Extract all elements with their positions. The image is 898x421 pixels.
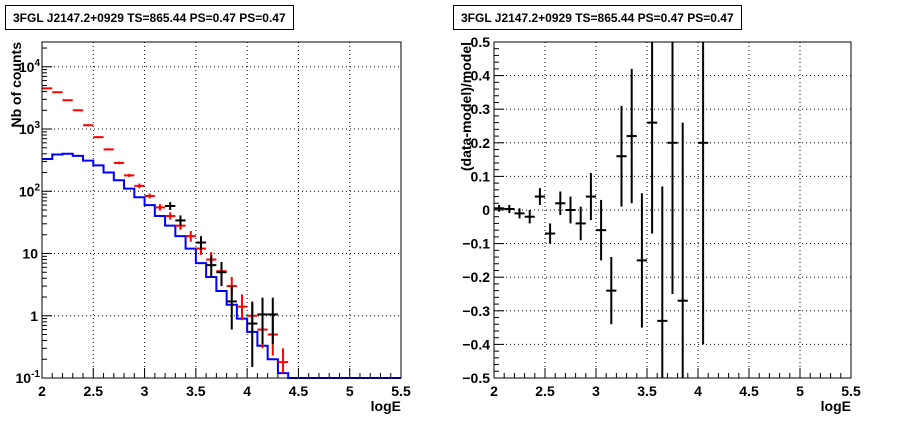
residuals-chart: −0.5 −0.4 −0.3 −0.2 −0.1 0 0.1 0.2 0.3 0.4 0.5 2 2.5… <box>458 34 861 414</box>
right-chart-title: 3FGL J2147.2+0929 TS=865.44 PS=0.47 PS=0… <box>453 5 742 30</box>
data-point <box>247 302 258 368</box>
x-tick-label: 5.5 <box>391 383 411 399</box>
x-tick-label: 2 <box>38 383 46 399</box>
y-tick-label: 0.4 <box>471 68 491 84</box>
model-point <box>113 161 125 165</box>
left-chart-title: 3FGL J2147.2+0929 TS=865.44 PS=0.47 PS=0… <box>5 5 294 30</box>
y-tick-label: 10 <box>22 246 38 262</box>
data-point <box>165 202 176 210</box>
residual-point <box>565 196 576 224</box>
plot-frame <box>493 41 852 379</box>
model-point <box>185 230 196 242</box>
residual-point <box>667 42 678 294</box>
residual-point <box>698 42 709 345</box>
x-tick-label: 2.5 <box>535 383 555 399</box>
residual-point <box>545 223 556 244</box>
x-tick-label: 2 <box>490 383 498 399</box>
residual-point <box>596 199 607 261</box>
x-axis-title: logE <box>821 398 851 414</box>
residual-point <box>534 188 545 205</box>
model-point <box>236 294 248 321</box>
residual-point <box>606 257 617 325</box>
y-tick-label: −0.4 <box>462 336 490 352</box>
data-point <box>226 286 237 330</box>
model-point <box>154 204 166 211</box>
y-tick-label: 10-1 <box>16 369 41 386</box>
y-tick-label: 102 <box>19 182 41 199</box>
data-point <box>206 254 217 277</box>
residual-point <box>616 105 627 207</box>
data-point <box>267 297 278 345</box>
residual-point <box>494 204 505 212</box>
y-axis-title: (data-model)/model <box>458 42 474 171</box>
plot-frame <box>41 41 402 379</box>
y-axis-title: Nb of counts <box>8 42 24 128</box>
x-tick-label: 2.5 <box>84 383 104 399</box>
model-point <box>52 91 63 94</box>
y-tick-label: −0.1 <box>462 236 490 252</box>
data-point <box>257 297 268 345</box>
x-tick-label: 4 <box>243 383 251 399</box>
data-point <box>195 236 207 250</box>
x-tick-label: 3 <box>592 383 600 399</box>
x-axis-title: logE <box>371 398 401 414</box>
model-point <box>124 173 135 177</box>
x-tick-label: 3.5 <box>637 383 657 399</box>
y-tick-label: 103 <box>19 120 41 137</box>
model-point <box>93 136 104 139</box>
residual-point <box>575 206 586 241</box>
residual-point <box>636 193 647 328</box>
residual-point <box>524 210 535 224</box>
residual-point <box>647 42 658 234</box>
data-point <box>216 262 227 287</box>
y-tick-label: 0 <box>482 202 490 218</box>
residual-point <box>585 173 596 221</box>
model-point <box>103 148 114 151</box>
y-tick-label: 1 <box>30 308 38 324</box>
residual-point <box>514 208 525 219</box>
x-tick-label: 3 <box>141 383 149 399</box>
x-tick-label: 3.5 <box>186 383 206 399</box>
model-point <box>144 193 155 199</box>
data-point <box>175 215 186 226</box>
y-tick-label: −0.2 <box>462 269 490 285</box>
model-point <box>72 109 84 112</box>
x-tick-label: 5 <box>796 383 804 399</box>
model-point <box>62 99 73 102</box>
y-tick-label: 104 <box>19 58 41 75</box>
residual-point <box>657 186 668 378</box>
x-tick-label: 4.5 <box>289 383 309 399</box>
x-tick-label: 5 <box>346 383 354 399</box>
residual-point <box>626 68 637 204</box>
model-point <box>277 348 289 374</box>
y-tick-label: 0.2 <box>471 135 491 151</box>
model-point <box>42 87 53 90</box>
x-tick-label: 4 <box>694 383 702 399</box>
model-point <box>165 212 176 220</box>
y-tick-label: 0.3 <box>471 101 491 117</box>
model-point <box>134 183 145 189</box>
y-tick-label: 0.5 <box>471 34 491 50</box>
model-point <box>83 124 94 127</box>
residual-point <box>555 191 566 216</box>
x-tick-label: 5.5 <box>841 383 861 399</box>
y-tick-label: −0.3 <box>462 303 490 319</box>
residual-point <box>677 122 688 378</box>
residual-point <box>504 204 515 214</box>
y-tick-label: 0.1 <box>471 168 491 184</box>
y-tick-label: −0.5 <box>462 370 490 386</box>
x-tick-label: 4.5 <box>739 383 759 399</box>
